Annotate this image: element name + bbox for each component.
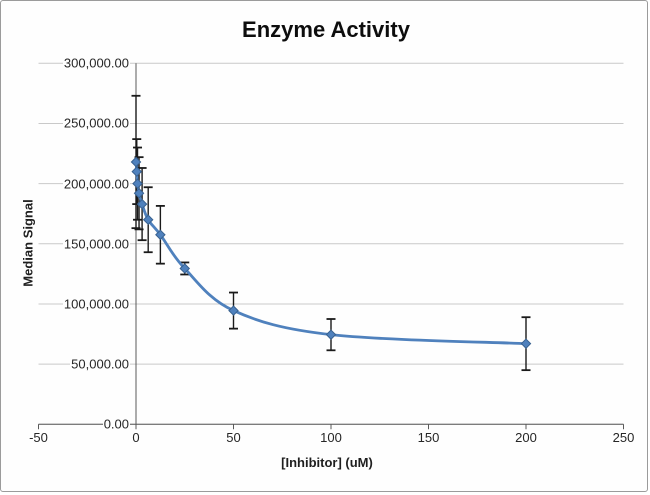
x-tick-label: -50 [7,430,71,445]
data-point-marker [229,306,238,315]
series-line [136,162,526,344]
x-tick-label: 200 [494,430,558,445]
y-tick-label: 100,000.00 [38,296,130,311]
y-axis-title: Median Signal [21,199,36,286]
y-tick-label: 200,000.00 [38,176,130,191]
y-tick-label: 300,000.00 [38,56,130,71]
y-tick-label: 250,000.00 [38,116,130,131]
x-tick-label: 0 [104,430,168,445]
x-tick-label: 150 [397,430,461,445]
data-point-marker [326,330,335,339]
x-tick-label: 250 [592,430,650,445]
data-point-marker [133,179,142,188]
y-tick-label: 50,000.00 [38,357,130,372]
data-point-marker [521,339,530,348]
x-tick-label: 100 [299,430,363,445]
x-tick-label: 50 [202,430,266,445]
x-axis-title: [Inhibitor] (uM) [1,455,650,470]
chart-title: Enzyme Activity [1,17,650,43]
y-tick-label: 150,000.00 [38,236,130,251]
